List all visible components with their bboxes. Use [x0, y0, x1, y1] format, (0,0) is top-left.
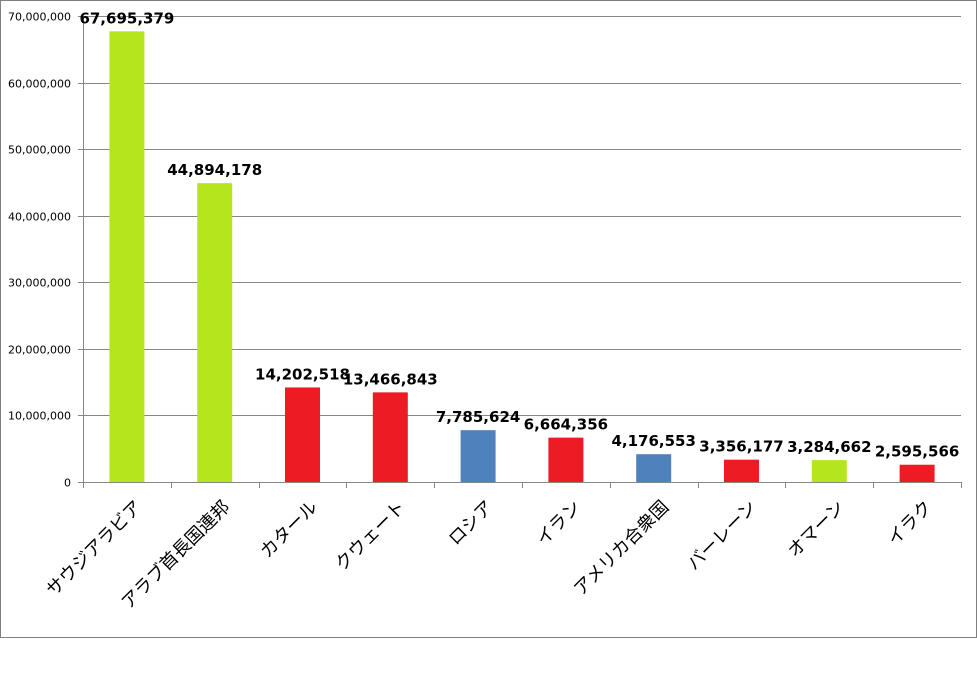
bar	[636, 454, 672, 482]
bar	[197, 183, 233, 482]
x-category-label: イラン	[532, 497, 585, 550]
data-label: 13,466,843	[343, 370, 438, 388]
y-tick-label: 10,000,000	[8, 410, 71, 423]
data-label: 6,664,356	[524, 416, 608, 434]
data-label: 44,894,178	[167, 161, 262, 179]
bar	[109, 31, 145, 482]
y-tick-label: 70,000,000	[8, 11, 71, 24]
x-category-label: オマーン	[784, 497, 849, 562]
x-category-label: イラク	[884, 497, 937, 550]
bar	[724, 459, 759, 482]
y-tick-label: 50,000,000	[8, 144, 71, 157]
x-category-label: アメリカ合衆国	[570, 497, 673, 600]
y-tick-label: 30,000,000	[8, 277, 71, 290]
x-category-label: ロシア	[445, 497, 498, 550]
bar	[548, 437, 584, 482]
bar	[372, 392, 408, 482]
data-label: 3,284,662	[787, 438, 871, 456]
y-tick-label: 0	[64, 477, 71, 490]
data-label: 67,695,379	[79, 9, 174, 27]
data-label: 3,356,177	[699, 438, 783, 456]
bar	[899, 464, 935, 482]
bar	[811, 460, 847, 482]
bar-chart: 0 10,000,000 20,000,000 30,000,000 40,000,00…	[8, 9, 962, 613]
y-tick-label: 40,000,000	[8, 211, 71, 224]
bar	[460, 430, 496, 482]
x-category-label: カタール	[256, 497, 322, 563]
data-label: 14,202,518	[255, 365, 350, 383]
bar	[285, 387, 320, 482]
data-label: 7,785,624	[436, 408, 520, 426]
data-label: 4,176,553	[611, 432, 695, 450]
data-label: 2,595,566	[875, 443, 959, 461]
y-tick-label: 60,000,000	[8, 78, 71, 91]
x-category-label: バーレーン	[683, 497, 761, 575]
chart-frame: 0 10,000,000 20,000,000 30,000,000 40,000,00…	[0, 0, 977, 638]
y-tick-label: 20,000,000	[8, 344, 71, 357]
x-category-label: クウェート	[331, 497, 409, 575]
